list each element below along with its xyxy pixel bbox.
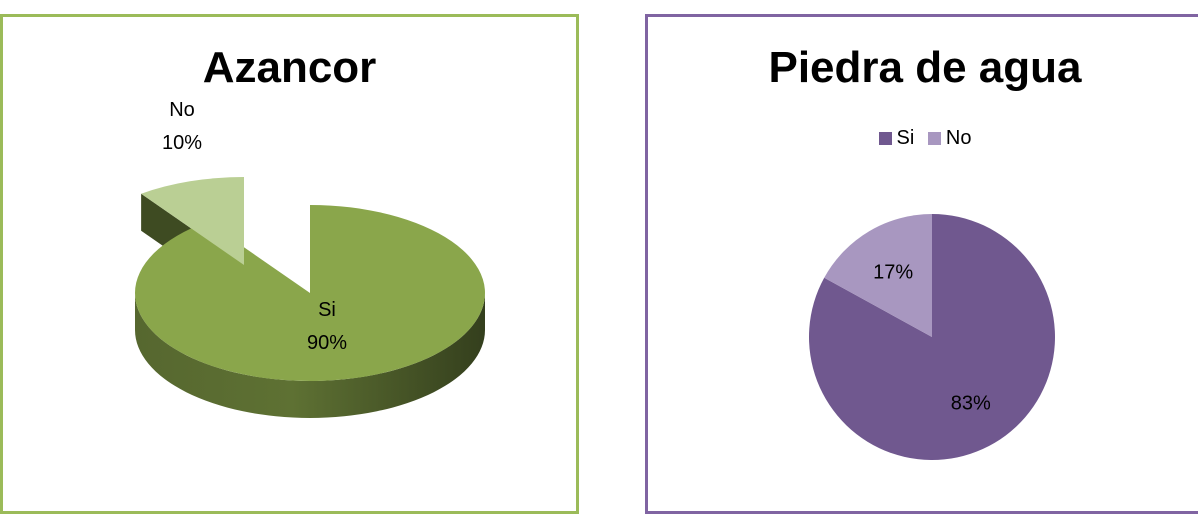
- legend-item-no: No: [927, 127, 972, 150]
- pie-chart-azancor: Si 90% No 10%: [134, 99, 485, 418]
- pie-chart-piedra-de-agua: 83% 17%: [809, 213, 1055, 460]
- slice-label-percent: 10%: [162, 132, 202, 154]
- slice-label-percent: 17%: [873, 261, 913, 283]
- legend-label: Si: [896, 127, 915, 149]
- chart-title: Azancor: [202, 43, 377, 92]
- legend-swatch: [878, 132, 892, 145]
- legend-item-si: Si: [878, 127, 915, 150]
- slice-label-category: No: [169, 99, 195, 121]
- chart-panel-azancor: Azancor Si 90% No 10%: [0, 14, 579, 514]
- legend: Si No: [648, 127, 1198, 151]
- pie-slice-si: [134, 205, 485, 382]
- slice-label-percent: 83%: [951, 393, 991, 415]
- slice-label-percent: 90%: [307, 332, 347, 354]
- slice-label-category: Si: [318, 299, 336, 321]
- pie-slice-depth-si: [135, 293, 485, 418]
- legend-swatch: [927, 132, 941, 145]
- pie-slice-no: [824, 214, 932, 337]
- legend-label: No: [945, 127, 972, 149]
- chart-panel-piedra-de-agua: Piedra de agua Si No 83% 17%: [645, 14, 1198, 514]
- chart-title: Piedra de agua: [768, 43, 1082, 92]
- pie-slice-no: [141, 177, 244, 265]
